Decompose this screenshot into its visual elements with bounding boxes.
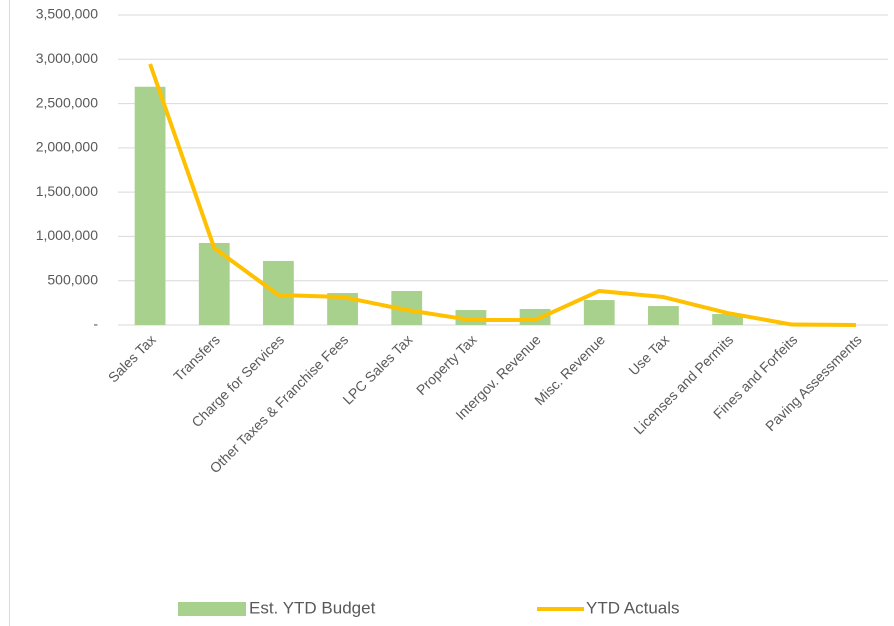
x-tick-label: Sales Tax [105,331,159,385]
bar [583,300,615,325]
x-tick-label: Use Tax [625,331,672,378]
x-tick-label: Other Taxes & Franchise Fees [206,331,351,476]
y-tick-label: 1,000,000 [36,227,98,243]
y-tick-label: 1,500,000 [36,183,98,199]
legend-label: Est. YTD Budget [249,598,376,617]
y-tick-label: - [93,316,98,332]
x-tick-label: Transfers [170,331,223,384]
y-tick-label: 2,500,000 [36,94,98,110]
bar [712,314,743,325]
y-tick-label: 500,000 [47,271,98,287]
line [148,63,856,327]
bar [134,86,166,325]
x-tick-label: Property Tax [413,331,480,398]
legend-label: YTD Actuals [586,598,680,617]
bar [648,306,679,325]
y-tick-label: 2,000,000 [36,139,98,155]
y-tick-label: 3,500,000 [36,6,98,22]
y-tick-label: 3,000,000 [36,50,98,66]
legend-swatch [178,602,246,616]
